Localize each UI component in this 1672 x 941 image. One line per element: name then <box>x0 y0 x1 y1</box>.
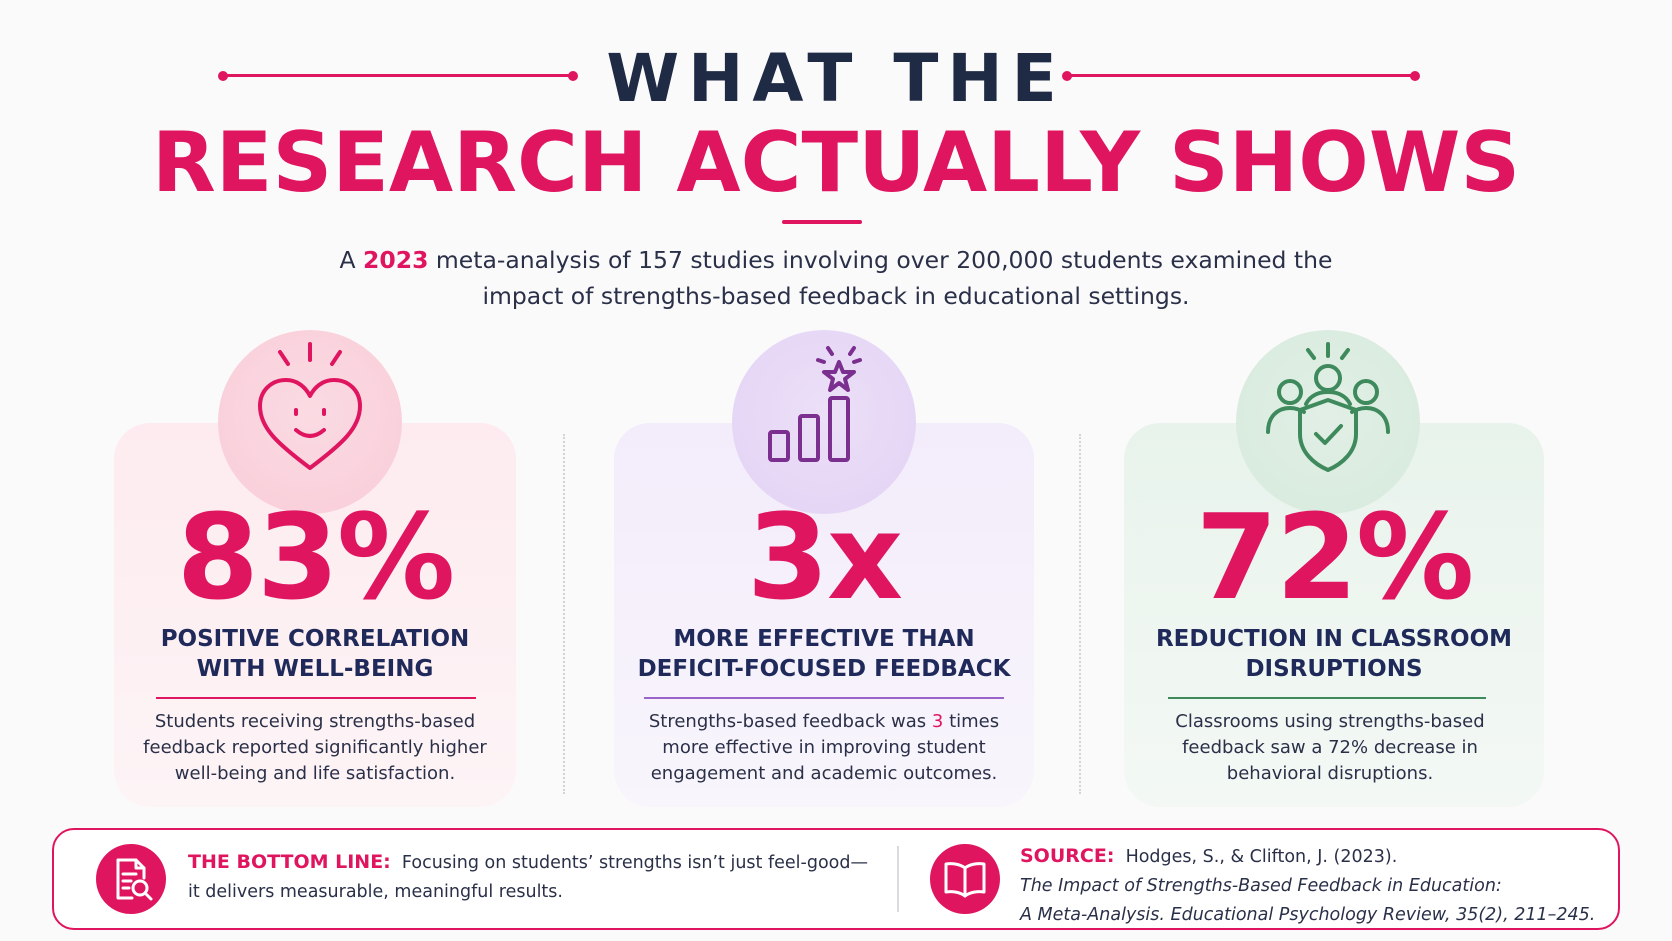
stat-label-line: MORE EFFECTIVE THAN <box>673 626 975 652</box>
desc-text: times <box>943 711 1000 732</box>
stat-rule <box>156 697 476 699</box>
divider-dotted-1 <box>563 434 565 794</box>
stat-description-wellbeing: Students receiving strengths-based feedb… <box>134 709 496 787</box>
bottom-line-key: THE BOTTOM LINE: <box>188 851 391 873</box>
source-authors: Hodges, S., & Clifton, J. (2023). <box>1125 847 1398 867</box>
stat-label-disruptions: REDUCTION IN CLASSROOM DISRUPTIONS <box>1124 624 1544 684</box>
stat-value-disruptions: 72% <box>1195 488 1474 626</box>
source-title-line2: A Meta-Analysis. Educational Psychology … <box>1020 905 1596 925</box>
stat-description-line: Classrooms using strengths-based <box>1175 711 1485 732</box>
stat-label-line: WITH WELL-BEING <box>196 656 434 682</box>
page-title-line2: RESEARCH ACTUALLY SHOWS <box>151 114 1521 211</box>
footer-panel <box>52 828 1620 930</box>
stat-description-line: engagement and academic outcomes. <box>650 763 998 784</box>
intro-line2: impact of strengths-based feedback in ed… <box>482 282 1190 310</box>
source-key: SOURCE: <box>1020 845 1115 867</box>
footer-divider <box>897 846 899 912</box>
stat-description-line: Students receiving strengths-based <box>154 711 476 732</box>
document-search-icon <box>96 844 166 914</box>
stat-description-line: feedback reported significantly higher <box>143 737 487 758</box>
desc-highlight: 3 <box>931 711 944 732</box>
desc-text: Strengths-based feedback was <box>648 711 932 732</box>
source-citation: SOURCE: Hodges, S., & Clifton, J. (2023)… <box>1020 842 1620 930</box>
title-underline <box>782 220 862 224</box>
header-decor-line-left <box>218 70 578 81</box>
stat-description-line: well-being and life satisfaction. <box>174 763 456 784</box>
stat-description-line: more effective in improving student <box>662 737 986 758</box>
intro-text: A 2023 meta-analysis of 157 studies invo… <box>236 242 1436 314</box>
stat-value-wellbeing: 83% <box>176 488 455 626</box>
stat-label-wellbeing: POSITIVE CORRELATION WITH WELL-BEING <box>114 624 516 684</box>
intro-line1: meta-analysis of 157 studies involving o… <box>428 246 1333 274</box>
open-book-icon <box>930 844 1000 914</box>
intro-year: 2023 <box>363 246 429 274</box>
bar-chart-star-icon <box>732 330 916 514</box>
stat-rule <box>1168 697 1486 699</box>
stat-value-effectiveness: 3x <box>746 488 903 626</box>
stat-label-line: REDUCTION IN CLASSROOM <box>1155 626 1513 652</box>
stat-description-disruptions: Classrooms using strengths-based feedbac… <box>1150 709 1510 787</box>
heart-smile-icon <box>218 330 402 514</box>
source-title-line1: The Impact of Strengths-Based Feedback i… <box>1020 876 1502 896</box>
page-title-line1: WHAT THE <box>606 40 1066 117</box>
stat-description-line: feedback saw a 72% decrease in <box>1182 737 1478 758</box>
divider-dotted-2 <box>1079 434 1081 794</box>
stat-description-effectiveness: Strengths-based feedback was 3 times mor… <box>640 709 1008 787</box>
bottom-line-text: THE BOTTOM LINE: Focusing on students’ s… <box>188 848 868 907</box>
intro-prefix: A <box>339 246 364 274</box>
stat-label-line: DISRUPTIONS <box>1245 656 1423 682</box>
bottom-line-line1: Focusing on students’ strengths isn’t ju… <box>401 853 868 873</box>
stat-label-effectiveness: MORE EFFECTIVE THAN DEFICIT-FOCUSED FEED… <box>614 624 1034 684</box>
header-decor-line-right <box>1062 70 1420 81</box>
people-shield-check-icon <box>1236 330 1420 514</box>
bottom-line-line2: it delivers measurable, meaningful resul… <box>188 882 563 902</box>
stat-description-line: behavioral disruptions. <box>1226 763 1434 784</box>
stat-label-line: POSITIVE CORRELATION <box>160 626 470 652</box>
stat-description-line: Strengths-based feedback was 3 times <box>640 709 1008 735</box>
stat-rule <box>644 697 1004 699</box>
stat-label-line: DEFICIT-FOCUSED FEEDBACK <box>637 656 1011 682</box>
